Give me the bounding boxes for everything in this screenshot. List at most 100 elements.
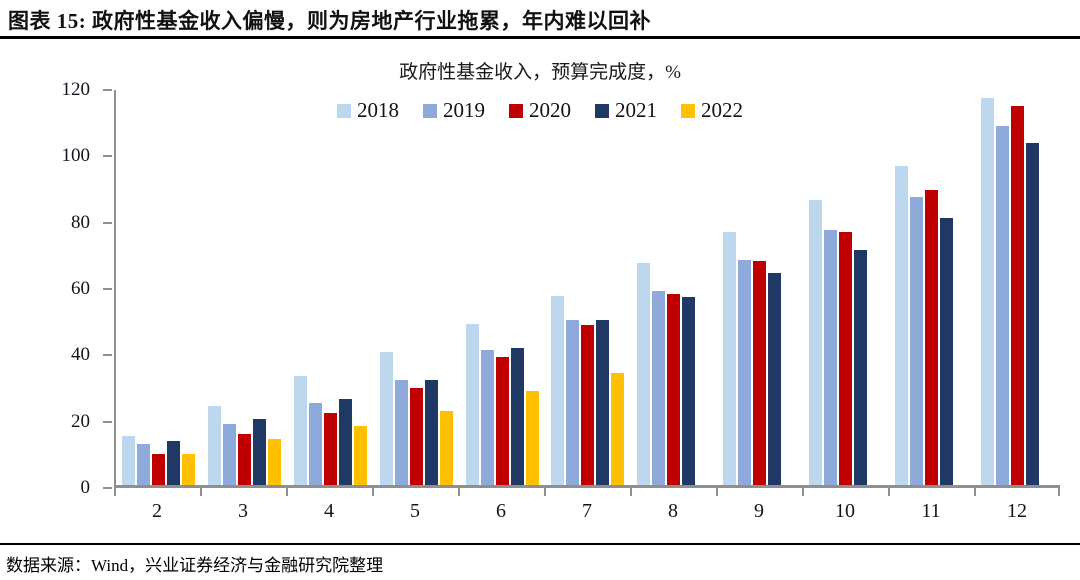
bar-2020-month-6 — [495, 356, 509, 485]
bar-2019-month-5 — [394, 379, 408, 485]
y-label-40: 40 — [71, 344, 90, 366]
bar-2018-month-9 — [723, 231, 737, 485]
x-tick-9 — [888, 488, 890, 496]
bar-2021-month-5 — [424, 379, 438, 485]
bar-group-month-5 — [373, 90, 459, 485]
x-label-month-8: 8 — [668, 500, 678, 522]
legend-swatch-2019 — [423, 103, 437, 118]
bar-2018-month-11 — [894, 165, 908, 485]
x-tick-5 — [544, 488, 546, 496]
bar-2019-month-2 — [137, 443, 151, 485]
legend-label: 2021 — [615, 98, 657, 122]
x-tick-0 — [114, 488, 116, 496]
bar-2020-month-3 — [238, 433, 252, 485]
bar-group-month-2 — [116, 90, 202, 485]
y-tick-100 — [103, 155, 112, 158]
legend-item-2019: 2019 — [423, 98, 485, 123]
x-label-month-11: 11 — [921, 500, 941, 522]
bar-2019-month-9 — [738, 259, 752, 485]
y-label-100: 100 — [61, 145, 91, 167]
bar-2019-month-12 — [995, 126, 1009, 485]
legend-item-2020: 2020 — [509, 98, 571, 123]
bar-2021-month-10 — [853, 249, 867, 485]
y-tick-0 — [103, 487, 112, 489]
bar-2021-month-8 — [682, 297, 696, 485]
bar-2022-month-7 — [611, 373, 625, 485]
legend-swatch-2022 — [681, 103, 695, 118]
legend-item-2018: 2018 — [337, 98, 399, 123]
x-tick-7 — [716, 488, 718, 496]
x-tick-11 — [1058, 488, 1060, 496]
y-label-120: 120 — [61, 79, 91, 100]
bar-2021-month-4 — [339, 399, 353, 485]
bar-2021-month-6 — [510, 348, 524, 485]
x-label-month-4: 4 — [324, 500, 334, 522]
footer-rule — [0, 543, 1080, 545]
bar-group-month-9 — [717, 90, 803, 485]
x-tick-2 — [286, 488, 288, 496]
bar-2018-month-10 — [808, 200, 822, 485]
x-label-month-6: 6 — [496, 500, 506, 522]
bar-2019-month-7 — [566, 320, 580, 485]
legend-item-2022: 2022 — [681, 98, 743, 123]
x-axis-labels: 2 3 4 5 6 7 8 9 10 11 12 — [114, 500, 1060, 523]
figure-title: 图表 15: 政府性基金收入偏慢，则为房地产行业拖累，年内难以回补 — [8, 9, 651, 33]
bar-2022-month-6 — [525, 391, 539, 485]
x-label-month-3: 3 — [238, 500, 248, 522]
bar-2020-month-10 — [838, 231, 852, 485]
bar-2018-month-4 — [294, 376, 308, 485]
bar-2021-month-2 — [167, 440, 181, 485]
legend-label: 2019 — [443, 98, 485, 122]
x-label-month-7: 7 — [582, 500, 592, 522]
bar-2019-month-6 — [480, 350, 494, 485]
y-tick-20 — [103, 420, 112, 423]
y-tick-40 — [103, 354, 112, 357]
y-label-0: 0 — [80, 477, 91, 498]
bar-2022-month-5 — [439, 410, 453, 485]
bar-2020-month-11 — [924, 190, 938, 485]
bar-2019-month-8 — [652, 290, 666, 485]
y-label-80: 80 — [71, 211, 90, 233]
x-tick-4 — [458, 488, 460, 496]
bar-2022-month-3 — [268, 438, 282, 485]
x-label-month-10: 10 — [835, 500, 855, 522]
x-label-month-9: 9 — [754, 500, 764, 522]
bar-2019-month-10 — [823, 229, 837, 485]
data-source-note: 数据来源：Wind，兴业证券经济与金融研究院整理 — [6, 556, 384, 575]
y-tick-80 — [103, 221, 112, 224]
bar-group-month-6 — [459, 90, 545, 485]
bar-group-month-12 — [974, 90, 1060, 485]
x-tick-1 — [200, 488, 202, 496]
bar-2021-month-12 — [1025, 142, 1039, 485]
legend-swatch-2018 — [337, 103, 351, 118]
chart-title: 政府性基金收入，预算完成度，% — [399, 62, 681, 83]
bar-group-month-11 — [888, 90, 974, 485]
bar-group-month-3 — [202, 90, 288, 485]
bar-2020-month-5 — [409, 387, 423, 485]
bar-2019-month-11 — [909, 196, 923, 485]
bar-2018-month-8 — [637, 262, 651, 485]
x-tick-6 — [630, 488, 632, 496]
bar-2021-month-7 — [596, 320, 610, 485]
x-label-month-2: 2 — [152, 500, 162, 522]
bar-2020-month-12 — [1010, 106, 1024, 485]
chart-legend: 2018 2019 2020 2021 2022 — [0, 98, 1080, 123]
legend-swatch-2020 — [509, 103, 523, 118]
y-tick-60 — [103, 288, 112, 290]
bar-2020-month-2 — [152, 453, 166, 485]
bar-2019-month-3 — [223, 424, 237, 485]
legend-item-2021: 2021 — [595, 98, 657, 123]
bar-2022-month-4 — [354, 425, 368, 485]
x-label-month-5: 5 — [410, 500, 420, 522]
x-tick-8 — [802, 488, 804, 496]
bar-2021-month-9 — [768, 272, 782, 485]
bar-2020-month-4 — [324, 412, 338, 485]
bar-2018-month-7 — [551, 295, 565, 485]
bar-2018-month-6 — [465, 323, 479, 485]
legend-label: 2022 — [701, 98, 743, 122]
x-label-month-12: 12 — [1007, 500, 1027, 522]
bar-group-month-8 — [631, 90, 717, 485]
plot-area: 0 20 40 60 80 100 120 — [62, 80, 1060, 498]
bar-2018-month-12 — [980, 98, 994, 485]
x-tick-3 — [372, 488, 374, 496]
